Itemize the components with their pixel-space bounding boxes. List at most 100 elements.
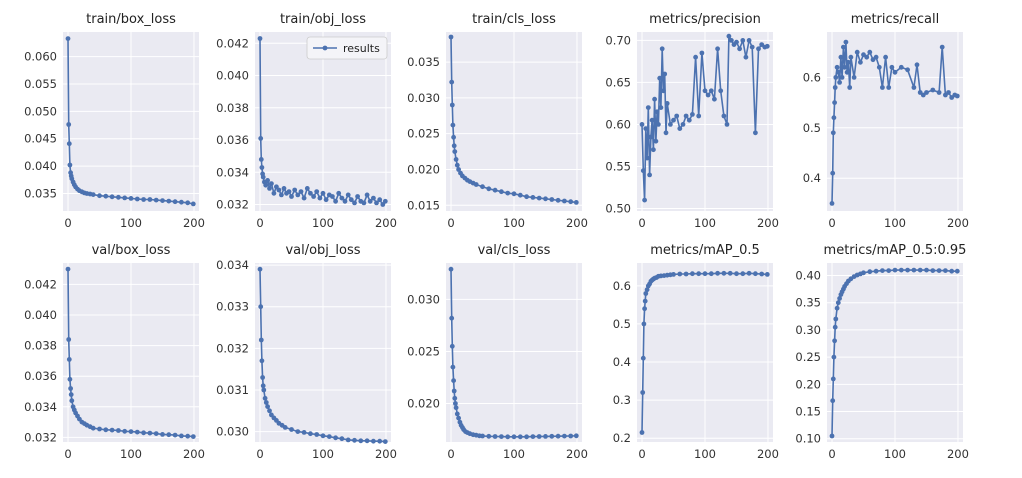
data-point: [699, 50, 705, 56]
data-point: [160, 432, 165, 437]
data-point: [555, 197, 561, 203]
data-point: [718, 88, 724, 94]
data-point: [382, 439, 388, 444]
data-point: [166, 198, 172, 204]
data-point: [364, 438, 370, 444]
y-tick-label: 0.50: [605, 201, 631, 215]
subplot-3: 0.50 0.55 0.60 0.65 0.70 0 100 200 metrics/preci…: [605, 12, 779, 230]
y-tick-label: 0.032: [216, 341, 249, 355]
y-tick-label: 0.10: [795, 432, 821, 446]
data-point: [930, 268, 936, 273]
y-tick-label: 0.055: [24, 77, 57, 91]
y-tick-label: 0.033: [216, 300, 249, 314]
data-point: [848, 54, 854, 60]
data-point: [367, 198, 373, 204]
data-point: [639, 430, 645, 435]
data-point: [834, 64, 840, 70]
x-tick-label: 200: [757, 216, 779, 230]
data-point: [314, 189, 320, 195]
y-tick-label: 0.30: [795, 323, 821, 337]
data-point: [339, 436, 345, 442]
data-point: [842, 64, 847, 70]
data-point: [260, 174, 266, 180]
subplot-title: metrics/mAP_0.5: [650, 243, 760, 258]
data-point: [66, 122, 72, 127]
data-point: [323, 197, 329, 203]
data-point: [543, 196, 548, 202]
y-tick-label: 0.25: [795, 350, 821, 364]
data-point: [662, 71, 668, 77]
data-point: [269, 181, 274, 187]
data-point: [549, 433, 555, 439]
data-point: [364, 192, 370, 198]
data-point: [830, 398, 836, 404]
data-point: [880, 268, 885, 273]
data-point: [905, 267, 910, 273]
subplot-2: 0.015 0.020 0.025 0.030 0.035 0 100 200 train/cl…: [407, 12, 588, 230]
y-tick-label: 0.042: [216, 36, 249, 50]
data-point: [917, 267, 923, 273]
data-point: [190, 434, 196, 439]
y-tick-label: 0.040: [24, 159, 57, 173]
data-point: [116, 194, 121, 200]
legend-marker: [322, 45, 328, 51]
data-point: [65, 36, 71, 41]
data-point: [726, 33, 732, 39]
data-point: [708, 88, 714, 94]
x-tick-label: 200: [566, 447, 588, 461]
x-tick-label: 100: [503, 447, 525, 461]
data-point: [486, 433, 492, 439]
data-point: [259, 165, 265, 170]
data-point: [311, 194, 316, 199]
subplot-8: 0.2 0.3 0.4 0.5 0.6 0 100 200 metrics/mAP_0.5: [613, 243, 779, 461]
data-point: [832, 100, 837, 105]
data-point: [122, 195, 128, 201]
x-tick-label: 100: [312, 447, 334, 461]
data-point: [141, 430, 147, 436]
data-point: [658, 105, 664, 110]
y-tick-label: 0.6: [803, 70, 821, 84]
x-tick-label: 0: [828, 216, 835, 230]
data-point: [345, 192, 351, 198]
data-point: [715, 270, 720, 276]
data-point: [505, 434, 511, 440]
data-point: [936, 268, 942, 273]
legend: results: [306, 36, 388, 60]
data-point: [295, 192, 301, 198]
data-point: [656, 122, 661, 127]
data-point: [883, 54, 888, 60]
x-tick-label: 100: [884, 216, 906, 230]
data-point: [838, 54, 844, 60]
data-point: [524, 434, 529, 440]
data-point: [449, 102, 455, 108]
data-point: [749, 44, 755, 50]
data-point: [724, 122, 730, 127]
data-point: [746, 38, 752, 43]
data-point: [640, 355, 646, 361]
data-point: [734, 271, 739, 277]
y-tick-label: 0.040: [24, 308, 57, 322]
data-point: [936, 90, 942, 95]
y-tick-label: 0.036: [216, 133, 249, 147]
x-tick-label: 0: [64, 216, 71, 230]
data-point: [671, 272, 676, 277]
data-point: [867, 269, 873, 275]
data-point: [281, 186, 287, 191]
data-point: [282, 425, 288, 430]
data-point: [867, 49, 873, 55]
data-point: [696, 271, 702, 277]
y-tick-label: 0.35: [795, 296, 821, 310]
x-tick-label: 100: [120, 447, 142, 461]
y-tick-label: 0.035: [407, 55, 440, 69]
data-point: [67, 376, 73, 382]
data-point: [663, 130, 669, 136]
subplot-0: 0.035 0.040 0.045 0.050 0.055 0.060 0 100 200 tra…: [24, 12, 205, 230]
data-point: [873, 268, 879, 274]
data-point: [690, 112, 695, 117]
data-point: [452, 149, 458, 155]
data-point: [308, 431, 313, 437]
data-point: [454, 162, 460, 168]
x-tick-label: 100: [694, 216, 716, 230]
x-tick-label: 200: [757, 447, 779, 461]
y-tick-label: 0.038: [24, 339, 57, 353]
